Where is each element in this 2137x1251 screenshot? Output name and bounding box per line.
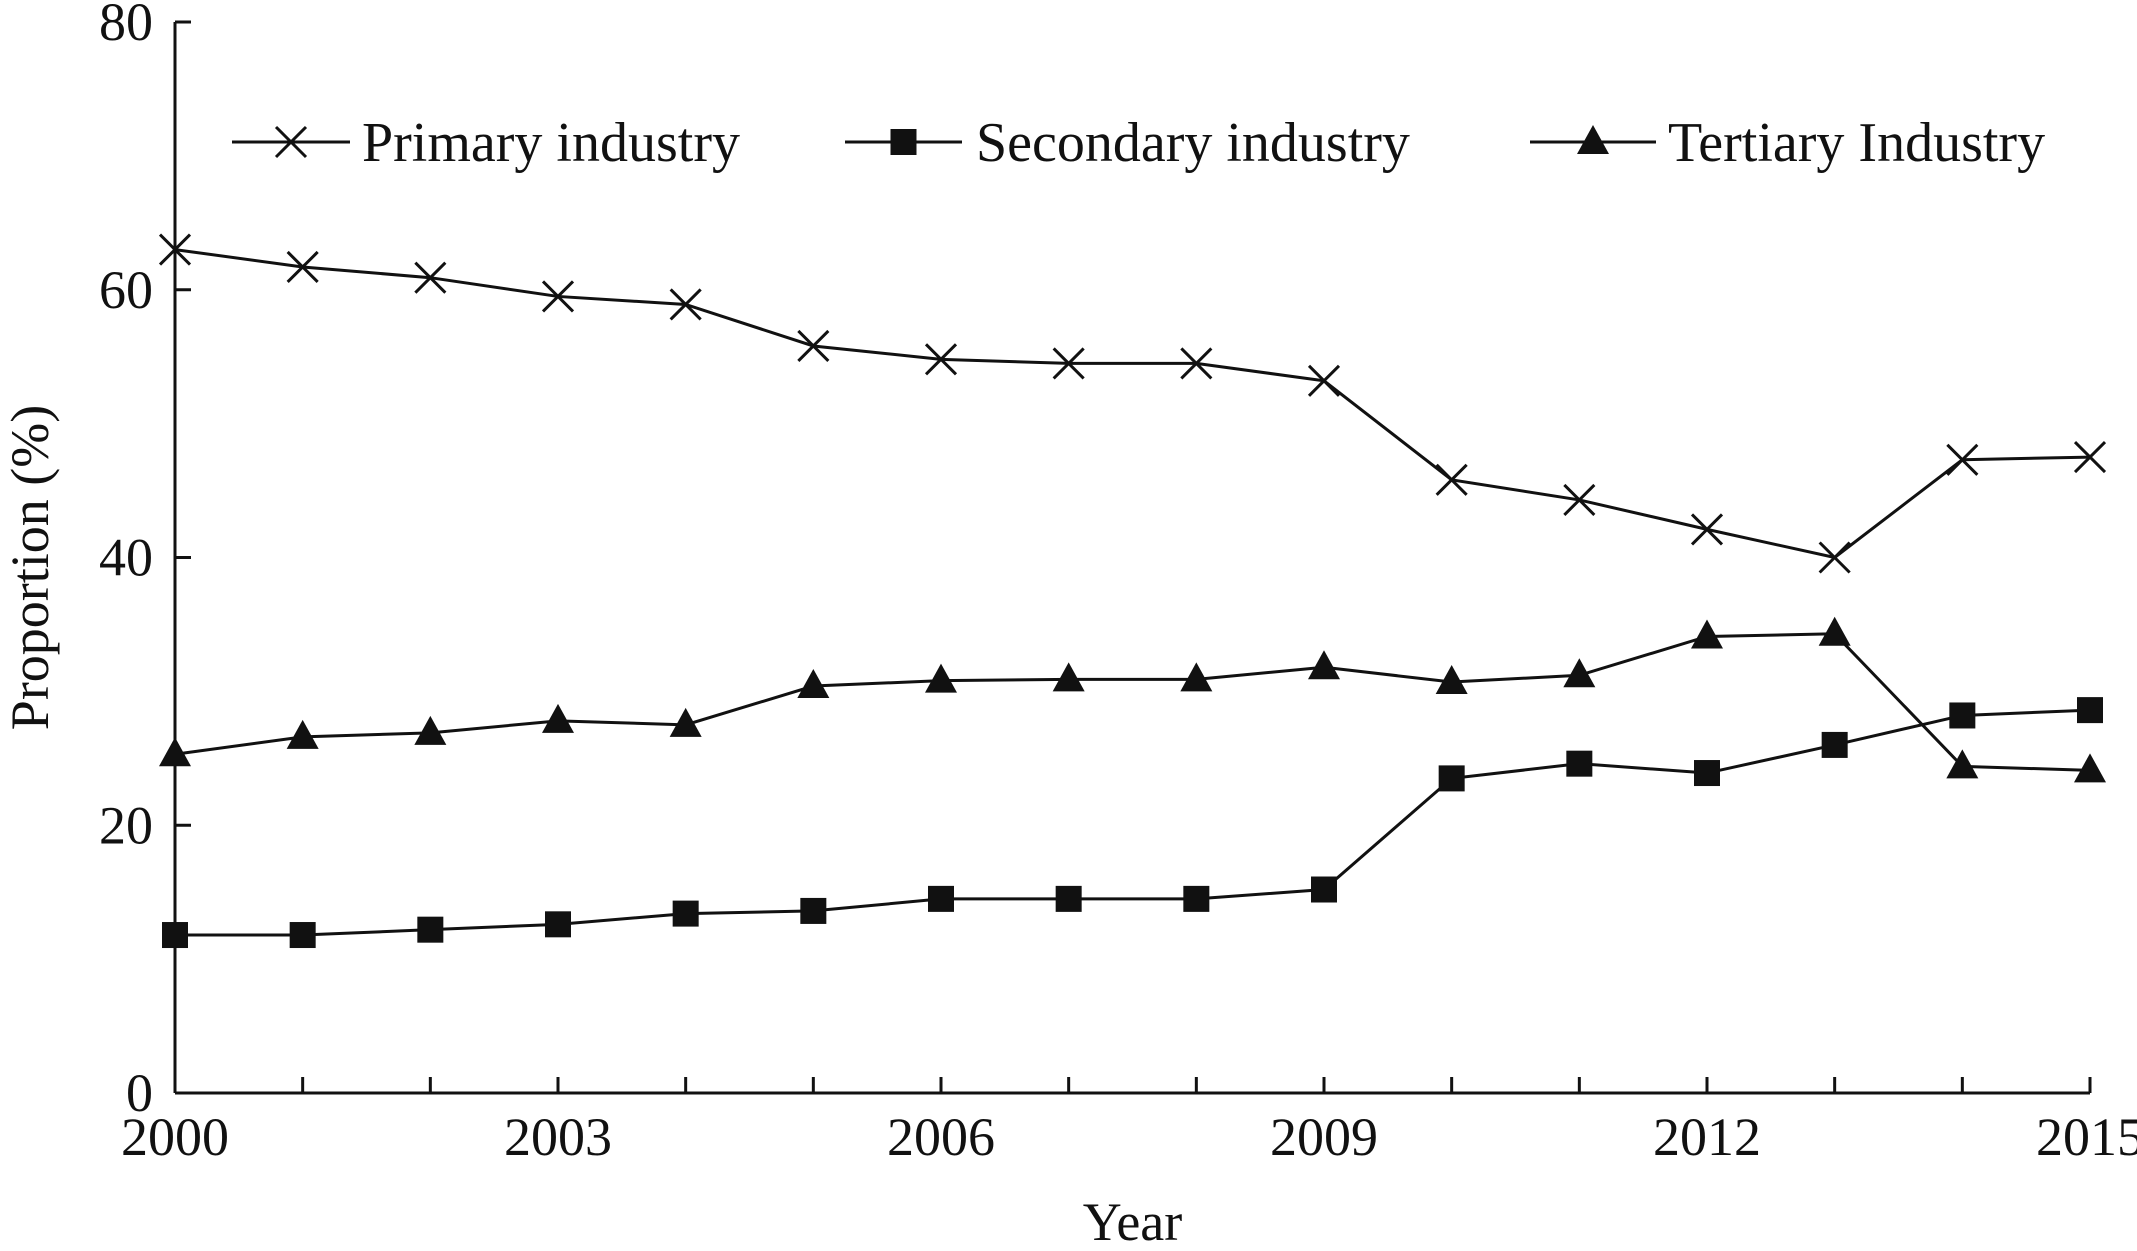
x-tick-label: 2003 bbox=[504, 1107, 612, 1167]
series-square bbox=[162, 697, 2103, 949]
data-point bbox=[541, 280, 575, 313]
data-point bbox=[1577, 125, 1609, 154]
data-point bbox=[1438, 765, 1465, 792]
series-line bbox=[175, 708, 2091, 937]
data-point-stroke bbox=[1818, 541, 1851, 574]
data-point bbox=[1563, 483, 1596, 516]
data-point bbox=[414, 261, 447, 294]
y-tick-label: 80 bbox=[99, 0, 153, 52]
data-point-stroke bbox=[1946, 443, 1979, 476]
data-point-stroke bbox=[541, 280, 575, 313]
x-tick-label: 2015 bbox=[2036, 1107, 2137, 1167]
x-axis-title: Year bbox=[1083, 1192, 1183, 1251]
series-x bbox=[158, 233, 2107, 574]
data-point-stroke bbox=[274, 125, 308, 159]
data-point bbox=[669, 707, 702, 737]
data-point-stroke bbox=[1180, 347, 1213, 380]
data-point bbox=[1946, 749, 1979, 779]
data-point bbox=[1691, 619, 1723, 649]
data-point-stroke bbox=[1435, 463, 1468, 496]
data-point bbox=[1690, 513, 1724, 546]
data-point bbox=[158, 233, 192, 266]
data-point bbox=[274, 125, 308, 159]
data-point-stroke bbox=[414, 261, 447, 294]
series-triangle bbox=[159, 616, 2106, 783]
data-point bbox=[289, 922, 316, 949]
data-point bbox=[159, 737, 191, 767]
data-point-stroke bbox=[2073, 441, 2107, 474]
data-point bbox=[800, 897, 827, 924]
data-point bbox=[1052, 347, 1085, 380]
data-point bbox=[669, 288, 702, 321]
data-point bbox=[1180, 347, 1213, 380]
x-tick-label: 2012 bbox=[1653, 1107, 1761, 1167]
legend-label: Secondary industry bbox=[976, 112, 1410, 174]
legend: Primary industry Secondary industry Tertia… bbox=[232, 112, 2045, 174]
data-point bbox=[924, 343, 958, 376]
data-point bbox=[1818, 541, 1851, 574]
data-point bbox=[1308, 650, 1340, 680]
series-line bbox=[174, 248, 2091, 560]
data-point bbox=[1055, 885, 1082, 912]
data-point-stroke bbox=[1690, 513, 1724, 546]
y-tick-label: 40 bbox=[99, 528, 153, 588]
data-point bbox=[1311, 876, 1337, 903]
y-axis-title: Proportion (%) bbox=[0, 405, 60, 730]
legend-item: Secondary industry bbox=[845, 112, 1410, 174]
x-tick-label: 2009 bbox=[1270, 1107, 1378, 1167]
y-tick-label: 0 bbox=[126, 1063, 153, 1123]
data-point bbox=[890, 129, 917, 155]
data-point bbox=[1307, 364, 1341, 397]
data-point bbox=[672, 900, 699, 927]
data-point-stroke bbox=[924, 343, 958, 376]
data-point-stroke bbox=[669, 288, 702, 321]
data-point bbox=[2074, 753, 2106, 783]
data-point bbox=[1435, 463, 1468, 496]
data-point bbox=[1946, 443, 1979, 476]
data-point-stroke bbox=[158, 233, 192, 266]
data-point-stroke bbox=[286, 250, 319, 284]
data-point bbox=[1435, 665, 1468, 695]
data-point bbox=[1563, 658, 1596, 688]
data-point bbox=[1821, 731, 1848, 758]
data-point bbox=[2077, 697, 2103, 724]
data-point bbox=[928, 885, 954, 912]
data-point bbox=[542, 703, 574, 733]
legend-item: Primary industry bbox=[232, 112, 740, 174]
series-line bbox=[174, 632, 2091, 772]
data-point-stroke bbox=[1563, 483, 1596, 516]
x-tick-label: 2006 bbox=[887, 1107, 995, 1167]
y-tick-label: 20 bbox=[99, 795, 153, 855]
data-point bbox=[1949, 702, 1976, 729]
data-point bbox=[414, 715, 447, 745]
x-tick-label: 2000 bbox=[121, 1107, 229, 1167]
data-point bbox=[925, 663, 957, 693]
data-point bbox=[286, 250, 319, 284]
data-point bbox=[797, 669, 830, 699]
data-point bbox=[1566, 750, 1593, 777]
data-point bbox=[2073, 441, 2107, 474]
data-point-stroke bbox=[797, 329, 830, 363]
data-point-stroke bbox=[1307, 364, 1341, 397]
legend-item: Tertiary Industry bbox=[1530, 112, 2045, 174]
y-tick-label: 60 bbox=[99, 260, 153, 320]
data-point bbox=[797, 329, 830, 363]
legend-label: Tertiary Industry bbox=[1668, 112, 2045, 174]
data-point bbox=[286, 719, 319, 749]
data-point bbox=[1694, 760, 1720, 787]
data-point bbox=[417, 916, 444, 943]
series-layer bbox=[158, 233, 2107, 949]
legend-label: Primary industry bbox=[362, 112, 740, 174]
data-point bbox=[1052, 662, 1085, 692]
data-point-stroke bbox=[1052, 347, 1085, 380]
data-point bbox=[1180, 662, 1213, 692]
axes: 0 20 40 60 80 2000 2003 2006 2009 2012 2015 bbox=[99, 0, 2137, 1167]
data-point bbox=[1818, 616, 1851, 646]
data-point bbox=[1183, 885, 1210, 912]
data-point bbox=[162, 922, 188, 949]
data-point bbox=[545, 911, 571, 938]
